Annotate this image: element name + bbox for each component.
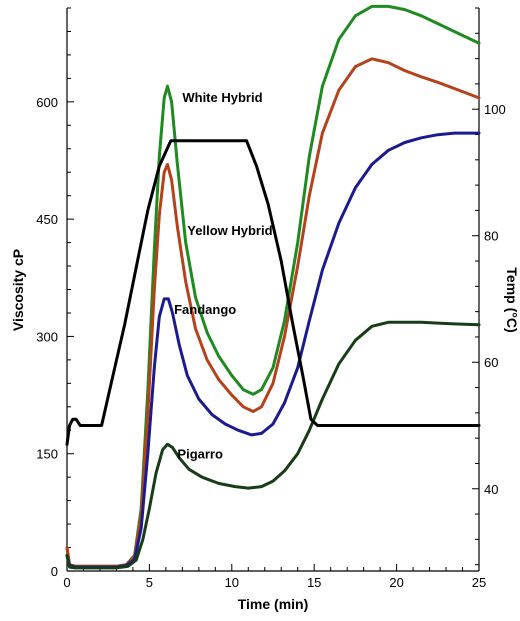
axes — [66, 8, 480, 572]
x-tick-label: 10 — [225, 575, 239, 590]
right-tick-label: 80 — [484, 229, 498, 244]
x-tick-label: 20 — [389, 575, 403, 590]
series-line-yellow-hybrid — [65, 57, 481, 568]
left-y-axis-title: Viscosity cP — [10, 249, 26, 331]
x-tick-label: 15 — [307, 575, 321, 590]
series-line-pigarro — [65, 320, 481, 570]
left-tick-label: 300 — [36, 329, 58, 344]
series-label-fandango: Fandango — [174, 302, 236, 317]
right-y-axis-title: Temp (°C) — [504, 267, 520, 332]
x-axis-title: Time (min) — [238, 596, 309, 612]
right-tick-label: 100 — [484, 102, 506, 117]
series-label-white-hybrid: White Hybrid — [182, 90, 262, 105]
series-label-yellow-hybrid: Yellow Hybrid — [187, 223, 272, 238]
series-line-temp — [65, 139, 481, 446]
series-labels: White Hybrid Yellow Hybrid Fandango Pigarro — [174, 90, 272, 462]
series-line-fandango — [65, 131, 481, 569]
left-tick-label: 150 — [36, 447, 58, 462]
series-label-pigarro: Pigarro — [177, 447, 223, 462]
tick-labels: 0 5 10 15 20 25 0 150 300 450 600 40 60 80 100 — [36, 95, 505, 590]
right-tick-label: 40 — [484, 482, 498, 497]
x-tick-label: 5 — [146, 575, 153, 590]
left-tick-label: 0 — [51, 564, 58, 579]
tick-marks — [66, 7, 480, 572]
left-tick-label: 600 — [36, 95, 58, 110]
x-tick-label: 25 — [472, 575, 486, 590]
right-tick-label: 60 — [484, 355, 498, 370]
left-tick-label: 450 — [36, 212, 58, 227]
x-tick-label: 0 — [63, 575, 70, 590]
series-lines — [65, 4, 481, 570]
